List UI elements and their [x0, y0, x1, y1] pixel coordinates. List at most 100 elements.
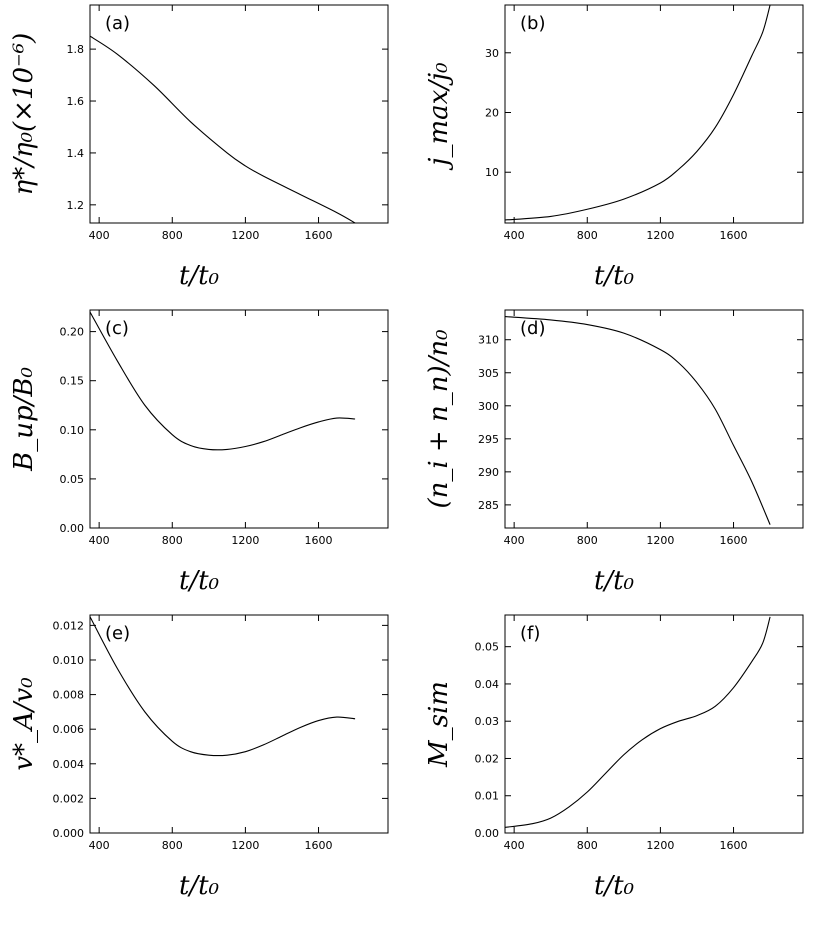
data-lines	[505, 5, 771, 221]
x-tick-label: 400	[504, 229, 525, 242]
x-axis-label: t/t₀	[594, 566, 635, 596]
y-tick-label: 0.006	[53, 723, 85, 736]
y-tick-label: 0.15	[60, 375, 85, 388]
y-axis-label: M_sim	[424, 681, 454, 768]
x-tick-label: 1600	[305, 839, 333, 852]
y-tick-labels: 10 20 30	[485, 47, 499, 179]
series-line-eta	[90, 35, 356, 223]
series-line-n	[505, 316, 771, 525]
x-tick-labels: 400 800 1200 1600	[89, 534, 333, 547]
y-axis-label: j_max/j₀	[424, 62, 454, 171]
x-axis-label: t/t₀	[179, 871, 220, 901]
x-tick-label: 800	[162, 229, 183, 242]
x-tick-labels: 400 800 1200 1600	[89, 229, 333, 242]
x-tick-label: 1600	[305, 229, 333, 242]
x-tick-label: 800	[577, 534, 598, 547]
x-axis-label: t/t₀	[594, 871, 635, 901]
data-lines	[90, 616, 356, 757]
y-tick-label: 0.05	[60, 473, 85, 486]
x-tick-label: 1200	[231, 534, 259, 547]
y-tick-label: 1.8	[67, 43, 85, 56]
x-tick-labels: 400 800 1200 1600	[504, 534, 748, 547]
y-tick-label: 0.04	[475, 678, 500, 691]
x-tick-labels: 400 800 1200 1600	[89, 839, 333, 852]
panel-label: (a)	[105, 13, 130, 34]
plot-frame	[89, 309, 389, 529]
data-lines	[505, 616, 771, 828]
panel-label: (e)	[105, 623, 130, 644]
series-line-jmax	[505, 5, 771, 221]
data-lines	[90, 35, 356, 223]
y-tick-label: 30	[485, 47, 499, 60]
panel-label: (b)	[520, 13, 545, 34]
data-lines	[90, 311, 356, 451]
y-tick-labels: 0.00 0.05 0.10 0.15 0.20	[60, 326, 85, 535]
y-tick-label: 305	[478, 367, 499, 380]
x-tick-label: 800	[577, 229, 598, 242]
tick-marks	[505, 5, 803, 223]
y-tick-label: 0.20	[60, 326, 85, 339]
y-tick-label: 0.004	[53, 758, 85, 771]
x-tick-labels: 400 800 1200 1600	[504, 839, 748, 852]
x-tick-label: 1200	[646, 839, 674, 852]
tick-marks	[505, 615, 803, 834]
x-tick-label: 1200	[231, 229, 259, 242]
x-tick-label: 1600	[720, 534, 748, 547]
panel-b: 10 20 30 400 800 1200 1600 (b) t/t₀ j_max/j₀	[424, 4, 804, 291]
y-tick-labels: 0.00 0.01 0.02 0.03 0.04 0.05	[475, 641, 500, 840]
y-axis-label: v*_A/v₀	[9, 677, 39, 771]
plot-frame	[504, 309, 804, 529]
x-tick-label: 800	[162, 839, 183, 852]
x-tick-label: 800	[162, 534, 183, 547]
tick-marks	[90, 310, 388, 529]
tick-marks	[90, 5, 388, 223]
x-axis-label: t/t₀	[179, 261, 220, 291]
x-axis-label: t/t₀	[594, 261, 635, 291]
x-tick-label: 400	[504, 534, 525, 547]
y-tick-label: 0.00	[60, 522, 85, 535]
y-tick-label: 0.012	[53, 619, 85, 632]
y-axis-label: B_up/B₀	[9, 367, 39, 472]
panel-a: 1.2 1.4 1.6 1.8 400 800 1200 1600 (a) t/t₀ η*/…	[9, 4, 389, 291]
series-line-vA	[90, 616, 356, 757]
y-tick-label: 290	[478, 466, 499, 479]
y-tick-label: 1.4	[67, 147, 85, 160]
tick-marks	[90, 615, 388, 834]
x-tick-label: 1200	[646, 229, 674, 242]
panel-f: 0.000.010.020.030.040.05 400 800 1200 1600 …	[424, 614, 804, 901]
x-tick-label: 400	[89, 229, 110, 242]
x-tick-label: 1600	[305, 534, 333, 547]
y-tick-label: 0.03	[475, 715, 500, 728]
y-tick-label: 0.01	[475, 790, 500, 803]
panel-c: 0.000.050.100.150.20 400 800 1200 1600 (c) …	[9, 309, 389, 596]
x-tick-label: 400	[504, 839, 525, 852]
y-tick-label: 300	[478, 400, 499, 413]
y-tick-label: 0.002	[53, 792, 85, 805]
y-tick-label: 0.00	[475, 827, 500, 840]
panel-label: (d)	[520, 318, 545, 339]
panel-e: 0.000 0.002 0.004 0.006 0.008 0.010 0.012 400 8…	[9, 614, 389, 901]
y-tick-label: 0.010	[53, 654, 85, 667]
y-tick-label: 20	[485, 107, 499, 120]
panel-label: (c)	[105, 318, 129, 339]
plot-frame	[89, 614, 389, 834]
x-tick-label: 1600	[720, 839, 748, 852]
y-axis-label: η*/η₀(×10⁻⁶)	[9, 33, 39, 196]
x-tick-label: 1600	[720, 229, 748, 242]
y-tick-labels: 0.000 0.002 0.004 0.006 0.008 0.010 0.012	[53, 619, 85, 840]
y-tick-label: 0.008	[53, 689, 85, 702]
x-tick-label: 800	[577, 839, 598, 852]
y-tick-label: 295	[478, 433, 499, 446]
y-tick-label: 1.2	[67, 199, 85, 212]
y-tick-label: 0.10	[60, 424, 85, 437]
y-tick-labels: 285 290 295 300 305 310	[478, 334, 499, 512]
y-tick-label: 285	[478, 499, 499, 512]
x-tick-labels: 400 800 1200 1600	[504, 229, 748, 242]
plot-frame	[504, 614, 804, 834]
x-tick-label: 1200	[231, 839, 259, 852]
y-tick-labels: 1.2 1.4 1.6 1.8	[67, 43, 85, 212]
x-axis-label: t/t₀	[179, 566, 220, 596]
x-tick-label: 400	[89, 839, 110, 852]
y-tick-label: 0.02	[475, 752, 500, 765]
y-axis-label: (n_i + n_n)/n₀	[424, 329, 454, 509]
